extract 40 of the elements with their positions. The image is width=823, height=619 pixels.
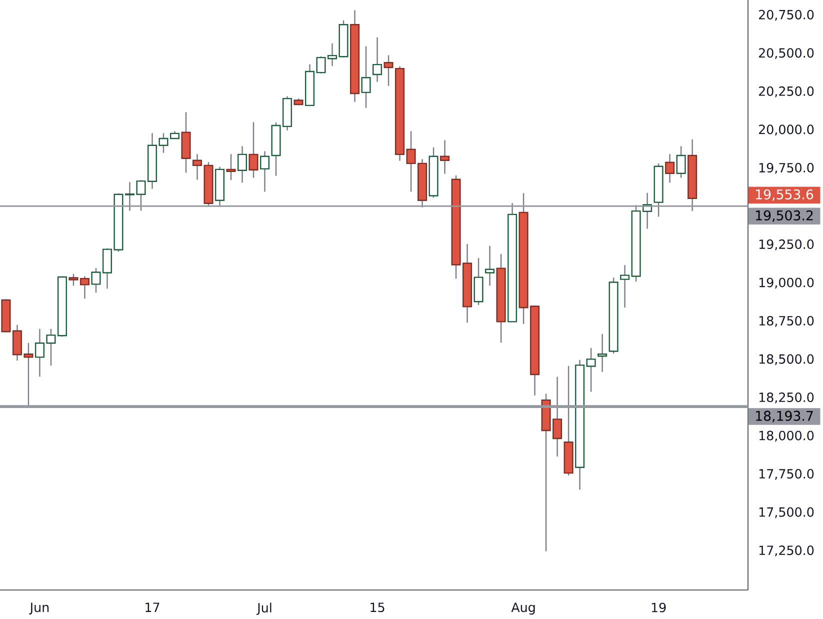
- candlestick: [665, 154, 675, 184]
- candlestick: [260, 150, 270, 192]
- candlestick: [372, 36, 382, 82]
- candlestick: [226, 154, 236, 181]
- x-tick-label: 17: [146, 602, 160, 612]
- y-tick-label: 19,250.0: [759, 239, 814, 250]
- y-tick-label: 20,250.0: [758, 86, 814, 98]
- candlestick: [80, 276, 90, 300]
- y-tick-label: 20,750.0: [758, 10, 814, 21]
- y-tick-label: 18,750.0: [759, 316, 814, 327]
- candlestick: [248, 122, 258, 178]
- y-tick-label: 20,500.0: [758, 48, 814, 59]
- y-tick-label: 17,250.0: [759, 546, 814, 556]
- candlestick: [676, 146, 686, 178]
- candlestick: [586, 347, 596, 392]
- y-tick-label: 20,000.0: [758, 124, 814, 136]
- y-tick-label: 19,750.0: [759, 162, 814, 174]
- y-tick-label: 17,750.0: [759, 469, 814, 480]
- x-tick-label: 19: [652, 602, 666, 612]
- y-tick-label: 17,500.0: [759, 507, 814, 518]
- candlestick: [237, 146, 248, 184]
- ref-line-label: 18,193.7: [756, 410, 813, 422]
- x-tick-label: Aug: [511, 602, 535, 615]
- y-tick-label: 19,000.0: [759, 278, 814, 289]
- candlestick: [384, 54, 394, 86]
- text: 19,553.6: [756, 189, 814, 201]
- ref-line-label: 19,503.2: [756, 210, 813, 222]
- y-tick-label: 18,500.0: [759, 354, 814, 366]
- x-tick-label: Jun: [29, 602, 49, 614]
- candlestick: [68, 273, 78, 286]
- candlestick: [361, 46, 371, 108]
- candlestick: [598, 333, 608, 373]
- candlestick: [91, 267, 101, 294]
- x-tick-label: 15: [370, 602, 384, 612]
- y-tick-label: 18,250.0: [759, 392, 814, 404]
- candlestick: [620, 264, 630, 308]
- candlestick: [485, 245, 495, 286]
- x-tick-label: Jul: [256, 602, 272, 615]
- y-tick-label: 18,000.0: [759, 430, 814, 442]
- candlestick: [440, 140, 450, 174]
